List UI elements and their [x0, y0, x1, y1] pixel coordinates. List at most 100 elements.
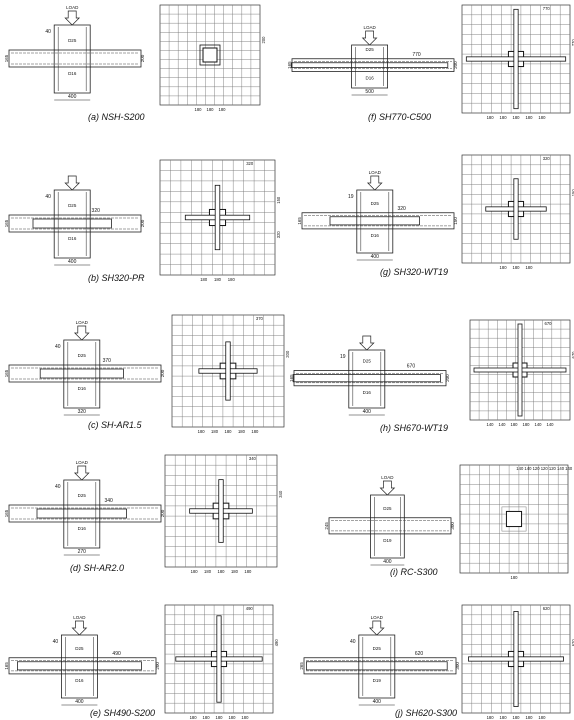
slab-outline	[303, 657, 457, 675]
plan-side-dim: 150	[571, 189, 574, 197]
rebar-top-label: D25	[373, 646, 382, 651]
plan-dim: 180	[487, 115, 495, 120]
dim-left: 165	[4, 219, 9, 227]
load-label: LOAD	[73, 615, 86, 620]
elevation-c: LOAD 370 D25 D16 40 165 200 320	[4, 320, 165, 416]
rebar-top-label: D25	[363, 359, 372, 364]
dim-width: 400	[68, 94, 77, 100]
plan-dim: 180	[198, 429, 206, 434]
dim-left: 165	[4, 662, 9, 670]
shearhead-arm-vertical	[225, 341, 231, 401]
caption-h: (h) SH670-WT19	[380, 423, 449, 433]
rebar-bottom-label: D16	[68, 236, 77, 241]
plan-dim: 180	[511, 575, 519, 580]
plan-dim: 140	[487, 422, 495, 427]
shearhead-arm	[290, 62, 449, 68]
plan-side-dim: 320	[276, 231, 281, 239]
load-arrow-icon	[361, 30, 378, 46]
dim-right: 150	[453, 217, 458, 225]
plan-side-dim: 670	[571, 351, 574, 359]
plan-side-dim: 770	[571, 39, 574, 47]
shearhead-arm	[39, 368, 124, 379]
caption-a: (a) NSH-S200	[88, 112, 145, 122]
rebar-top-label: D25	[78, 493, 87, 498]
plan-dim: 180	[538, 715, 546, 720]
rebar-top-label: D25	[78, 353, 87, 358]
load-label: LOAD	[363, 25, 376, 30]
caption-d: (d) SH-AR2.0	[70, 563, 125, 573]
plan-f: 180 180 180 180 180 770 770	[461, 4, 574, 120]
plan-dim: 180	[487, 715, 495, 720]
load-label: LOAD	[371, 615, 384, 620]
rebar-bottom-label: D16	[363, 390, 372, 395]
plan-dim: 180	[219, 107, 227, 112]
plan-dim: 140	[499, 422, 507, 427]
shearhead-arm-vertical	[517, 323, 523, 417]
plan-dim: 180	[228, 277, 236, 282]
dim-left: 245	[324, 522, 329, 530]
load-arrow-icon	[73, 465, 90, 481]
column-plan	[505, 510, 523, 528]
dim-width: 320	[78, 409, 87, 415]
column-outline	[351, 44, 389, 89]
plan-dim: 180	[225, 429, 233, 434]
plan-side-dim: 200	[285, 350, 290, 358]
dim-right: 200	[155, 662, 160, 670]
dim-width: 400	[75, 699, 84, 705]
column-plan	[202, 47, 218, 63]
rebar-bottom-label: D16	[68, 71, 77, 76]
caption-c: (c) SH-AR1.5	[88, 420, 142, 430]
plan-dim: 180	[191, 569, 199, 574]
elevation-h: 670 D25 D16 19 165 200 400	[289, 335, 450, 416]
rebar-bottom-label: D19	[383, 538, 392, 543]
stud-perimeter	[199, 44, 221, 66]
plan-dim: 180	[238, 429, 246, 434]
shearhead-arm	[16, 661, 142, 671]
plan-dim: 180	[500, 115, 508, 120]
plan-dim: 180	[203, 715, 211, 720]
plan-dim: 180	[500, 265, 508, 270]
dim-width: 400	[373, 699, 382, 705]
column-outline	[53, 24, 91, 94]
dim-width: 400	[363, 409, 372, 415]
plan-dim: 180	[211, 429, 219, 434]
dim-cover: 40	[55, 344, 61, 350]
dim-right: 200	[445, 374, 450, 382]
plan-side-dim: 200	[261, 36, 266, 44]
rebar-top-label: D25	[371, 201, 380, 206]
slab-outline	[301, 212, 455, 230]
shearhead-arm-vertical	[513, 8, 519, 110]
elevation-i: LOAD D25 D19 245 300 400	[324, 475, 455, 566]
dim-cover: 19	[340, 354, 346, 360]
shearhead-arm-vertical	[214, 184, 221, 251]
dim-cover: 40	[45, 29, 51, 35]
elevation-g: LOAD 320 D25 D16 19 165 150 400	[297, 170, 458, 261]
plan-dim: 180	[500, 715, 508, 720]
shearhead-arm-vertical	[216, 615, 222, 703]
dim-left: 165	[289, 374, 294, 382]
plan-dim: 180	[513, 265, 521, 270]
load-label: LOAD	[369, 170, 382, 175]
dim-arm: 490	[112, 651, 121, 657]
load-label: LOAD	[381, 475, 394, 480]
load-arrow-icon	[366, 175, 383, 191]
dim-cover: 40	[53, 639, 59, 645]
plan-e: 180 180 180 180 180 490 490	[164, 604, 279, 720]
shearhead-arm-vertical	[513, 611, 519, 707]
plan-dim: 180	[204, 569, 212, 574]
plan-side-dim: 490	[274, 639, 279, 647]
shearhead-arm	[305, 661, 448, 671]
dim-right: 200	[160, 509, 165, 517]
plan-side-dim: 620	[571, 639, 574, 647]
dim-arm: 320	[398, 206, 407, 212]
plan-i: 180 140 140 120 120 120 140 140	[459, 464, 573, 580]
dim-arm: 320	[92, 208, 101, 214]
caption-b: (b) SH320-PR	[88, 273, 145, 283]
load-arrow-icon	[64, 175, 81, 191]
load-arrow-icon	[64, 10, 81, 26]
column-outline	[61, 634, 98, 699]
